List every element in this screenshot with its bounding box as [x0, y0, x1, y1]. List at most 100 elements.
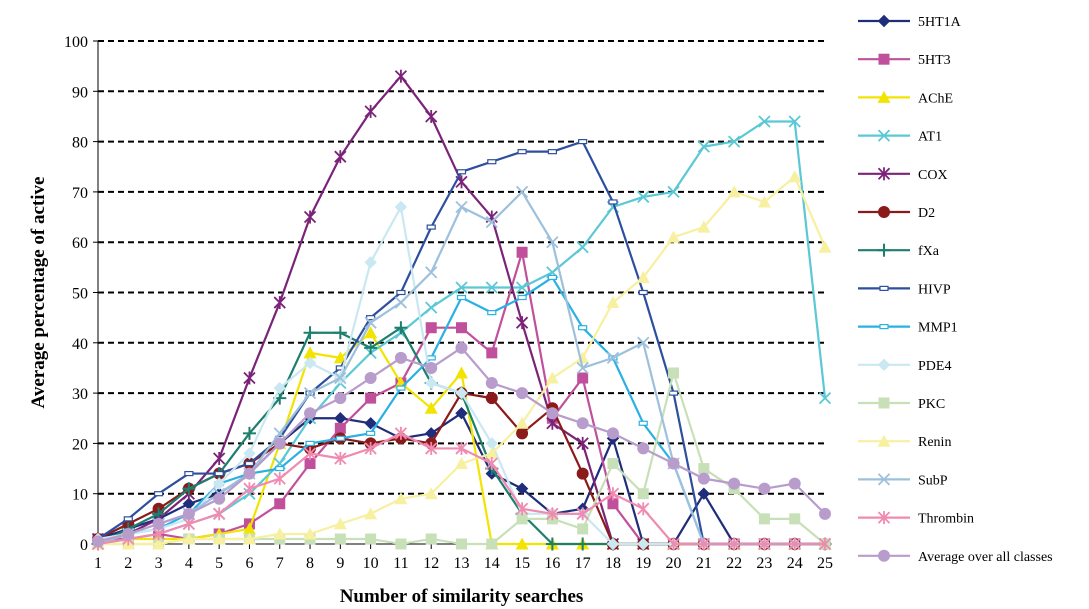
data-point-average-over-all-classes — [364, 372, 377, 385]
x-tick-label: 16 — [544, 555, 560, 572]
legend-label: SubP — [918, 473, 948, 488]
legend-item-pkc: PKC — [858, 397, 945, 412]
data-point-average-over-all-classes — [182, 507, 195, 520]
data-point-average-over-all-classes — [304, 407, 317, 420]
data-point-cox — [515, 316, 529, 330]
data-point-fxa — [394, 321, 408, 335]
data-point-thrombin — [788, 537, 801, 551]
data-point-renin — [545, 371, 559, 384]
legend-marker-at1 — [877, 129, 891, 142]
legend-marker-average-over-all-classes — [878, 549, 890, 562]
legend-item-renin: Renin — [858, 434, 951, 450]
data-point-at1 — [788, 115, 801, 128]
x-tick-label: 19 — [635, 555, 651, 572]
legend-item-hivp: HIVP — [858, 282, 951, 297]
x-tick-label: 12 — [423, 555, 439, 572]
data-point-mmp1 — [366, 430, 376, 436]
data-point-pde4 — [364, 256, 377, 269]
data-point-thrombin — [576, 507, 589, 521]
data-point-d2 — [516, 427, 529, 440]
legend-item-d2: D2 — [858, 206, 935, 221]
data-point-pde4 — [243, 447, 256, 460]
data-point-pde4 — [303, 356, 317, 370]
legend-label: HIVP — [918, 282, 951, 297]
x-tick-label: 4 — [185, 555, 193, 572]
legend: 5HT1A 5HT3 AChE AT1 COX D2 fXa HIVP MMP1 PDE4 PKC R… — [858, 14, 1053, 565]
data-point-at1 — [758, 115, 771, 128]
data-point-average-over-all-classes — [576, 417, 589, 430]
y-tick-label: 70 — [72, 185, 88, 202]
data-point-hivp — [608, 199, 618, 205]
x-tick-label: 18 — [605, 555, 621, 572]
data-point-average-over-all-classes — [516, 387, 529, 400]
data-point-cox — [425, 109, 438, 123]
data-point-ache — [333, 351, 347, 364]
data-point-at1 — [818, 391, 832, 405]
data-point-pde4 — [606, 537, 620, 551]
legend-marker-fxa — [877, 243, 891, 257]
data-point-ache — [424, 401, 438, 414]
data-point-cox — [243, 371, 256, 385]
x-tick-label: 6 — [245, 555, 253, 572]
data-point-renin — [242, 532, 256, 545]
data-point-ache — [242, 522, 256, 535]
data-point-mmp1 — [517, 294, 527, 301]
x-tick-label: 20 — [666, 555, 682, 572]
data-point-thrombin — [546, 507, 559, 521]
data-point-hivp — [456, 169, 467, 175]
data-point-at1 — [637, 190, 650, 204]
data-point-thrombin — [213, 507, 226, 521]
data-point-renin — [152, 537, 166, 550]
x-tick-label: 23 — [756, 555, 772, 572]
legend-item-fxa: fXa — [858, 243, 940, 259]
legend-label: fXa — [918, 244, 940, 259]
data-point-thrombin — [606, 487, 620, 501]
data-point-5ht1a — [364, 417, 377, 430]
data-point-fxa — [364, 341, 378, 355]
x-tick-label: 24 — [787, 555, 803, 572]
data-point-cox — [394, 69, 408, 83]
data-point-average-over-all-classes — [606, 427, 619, 440]
y-tick-labels: 0 10 20 30 40 50 60 70 80 90 100 — [64, 34, 88, 554]
legend-marker-subp — [877, 473, 891, 486]
data-point-pkc — [365, 533, 377, 545]
legend-label: 5HT1A — [918, 15, 962, 30]
data-point-renin — [576, 351, 590, 364]
data-point-fxa — [576, 537, 590, 551]
data-point-pkc — [516, 513, 528, 525]
data-point-mmp1 — [456, 294, 467, 301]
data-point-5ht3 — [304, 458, 316, 470]
data-point-5ht3 — [516, 246, 528, 258]
data-point-5ht3 — [274, 498, 286, 510]
legend-label: Thrombin — [918, 512, 974, 527]
data-point-hivp — [123, 516, 133, 522]
data-point-fxa — [333, 326, 347, 340]
data-point-average-over-all-classes — [213, 492, 226, 505]
x-tick-label: 7 — [276, 555, 284, 572]
data-point-cox — [213, 451, 226, 465]
data-point-mmp1 — [426, 355, 436, 361]
series-average-over-all-classes — [92, 341, 831, 548]
data-point-average-over-all-classes — [485, 377, 498, 390]
data-point-average-over-all-classes — [788, 477, 801, 490]
data-point-pkc — [334, 533, 346, 545]
data-point-ache — [364, 326, 378, 339]
x-tick-label: 3 — [155, 555, 163, 572]
data-point-5ht3 — [486, 347, 498, 359]
data-point-d2 — [576, 467, 589, 480]
data-point-hivp — [214, 470, 224, 477]
data-point-5ht1a — [334, 412, 347, 425]
y-tick-label: 50 — [72, 286, 88, 303]
series-ache — [91, 326, 832, 550]
data-point-5ht3 — [607, 498, 619, 510]
data-point-pde4 — [455, 386, 468, 400]
data-point-subp — [546, 236, 559, 249]
data-point-pde4 — [425, 376, 438, 390]
data-point-thrombin — [818, 537, 832, 551]
data-point-hivp — [244, 460, 255, 467]
legend-label: MMP1 — [918, 321, 958, 336]
x-tick-label: 5 — [215, 555, 223, 572]
gridlines — [98, 40, 825, 495]
data-point-renin — [182, 532, 196, 545]
